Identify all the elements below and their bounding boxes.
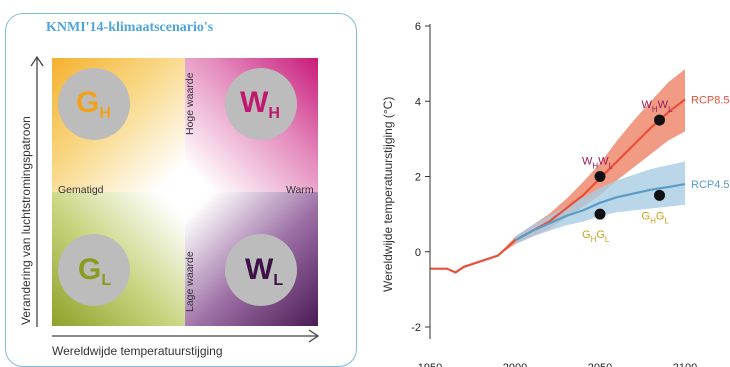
x-tick-label: 2000 [503, 362, 527, 367]
quadrant-gh: GH [52, 58, 185, 192]
gh-main: G [76, 86, 100, 119]
wl-sub: L [273, 272, 284, 289]
moderate-label: Gematigd [58, 184, 104, 196]
y-arrow-head [30, 55, 44, 67]
scenario-point [654, 114, 665, 126]
y-tick-label: -2 [411, 322, 421, 334]
series-line-1 [514, 182, 686, 242]
scenario-point-label: GHGL [582, 229, 610, 244]
y-tick-label: 4 [415, 96, 421, 108]
series-line-0 [430, 98, 686, 274]
y-tick-label: 2 [415, 172, 421, 184]
series-label-1: RCP4.5 [691, 179, 730, 191]
chart-ylabel: Wereldwijde temperatuurstijging (°C) [381, 96, 395, 292]
x-axis-label: Wereldwijde temperatuurstijging [52, 344, 223, 358]
quadrant-wh: WH [185, 58, 318, 192]
wl-main: W [245, 253, 274, 286]
quadrant-wl: WL [185, 192, 318, 326]
warm-label: Warm [286, 184, 314, 196]
wh-label: WH [240, 86, 280, 123]
x-tick-label: 2100 [673, 362, 697, 367]
scenario-point [594, 171, 606, 182]
gh-label: GH [76, 86, 111, 123]
y-tick-label: 6 [415, 21, 421, 33]
y-tick-label: 0 [415, 247, 421, 259]
wh-main: W [240, 86, 269, 119]
x-tick-label: 1950 [418, 362, 442, 367]
x-arrow-head [308, 329, 320, 343]
wh-circle [225, 68, 297, 140]
x-tick-label: 2050 [588, 362, 612, 367]
gl-label: GL [78, 253, 111, 290]
gl-main: G [78, 253, 102, 286]
wl-circle [225, 234, 297, 306]
wl-label: WL [245, 253, 283, 290]
gh-circle [58, 68, 130, 140]
scenario-point-label: GHGL [642, 210, 670, 225]
scenario-point-label: WHWL [642, 99, 674, 114]
scenario-point [594, 208, 606, 220]
gh-sub: H [99, 105, 111, 122]
quadrant-gl: GL [52, 192, 185, 326]
series-label-0: RCP8.5 [691, 94, 730, 106]
gl-sub: L [101, 272, 112, 289]
wh-sub: H [268, 105, 280, 122]
scenario-point [654, 189, 665, 201]
panel-title: KNMI'14-klimaatscenario's [46, 20, 214, 35]
scenario-point-label: WHWL [582, 156, 614, 171]
gl-circle [58, 234, 130, 306]
